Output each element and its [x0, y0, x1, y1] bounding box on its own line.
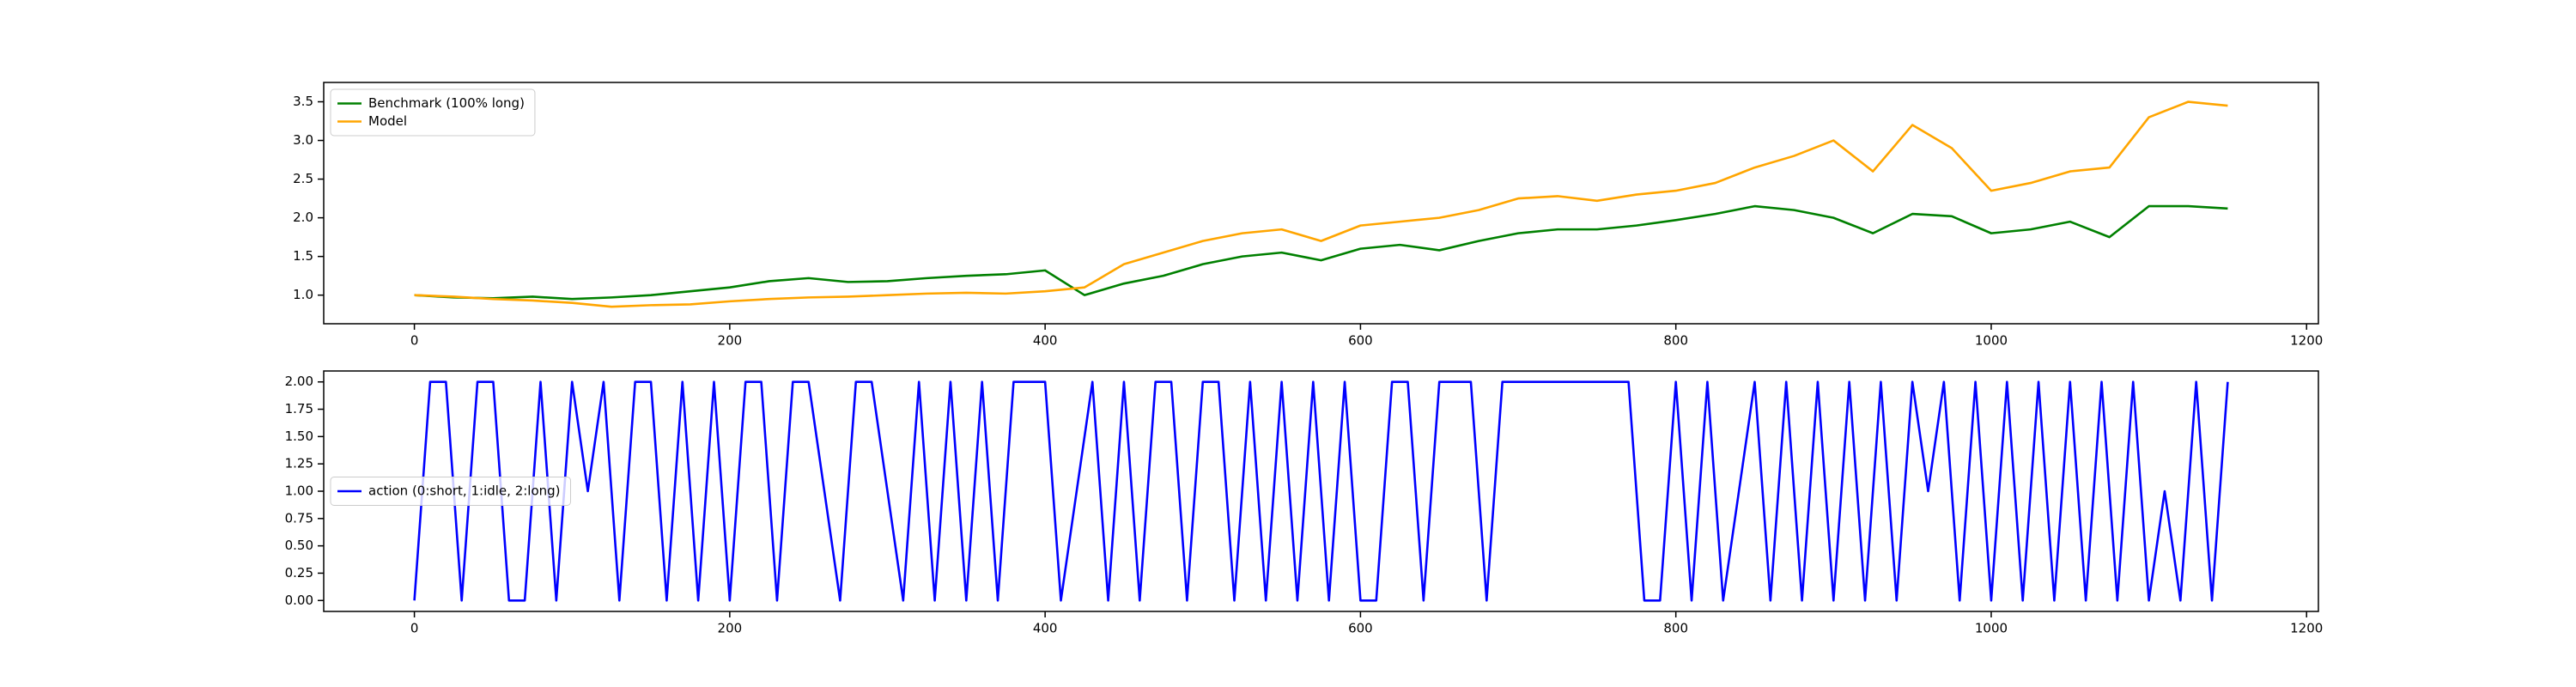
x-tick-label: 600	[1348, 333, 1373, 349]
y-tick-label: 2.0	[293, 210, 313, 225]
series-line	[414, 204, 2228, 301]
x-tick-label: 400	[1033, 333, 1058, 349]
y-tick-label: 0.50	[285, 538, 313, 553]
legend-box	[330, 88, 536, 137]
axes-frame	[323, 82, 2319, 325]
y-tick-label: 3.0	[293, 132, 313, 148]
x-tick-label: 1200	[2290, 621, 2323, 636]
y-tick-label: 1.25	[285, 456, 313, 471]
y-tick-label: 2.00	[285, 374, 313, 389]
legend-label: action (0:short, 1:idle, 2:long)	[368, 483, 561, 499]
y-tick-label: 0.75	[285, 510, 313, 526]
y-tick-label: 0.25	[285, 565, 313, 581]
y-tick-label: 1.00	[285, 483, 313, 499]
x-tick-label: 1000	[1975, 621, 2008, 636]
series-line	[414, 100, 2228, 308]
y-tick-label: 3.5	[293, 94, 313, 109]
legend-box	[330, 477, 572, 506]
legend-label: Benchmark (100% long)	[368, 95, 525, 111]
x-tick-label: 1000	[1975, 333, 2008, 349]
x-tick-label: 1200	[2290, 333, 2323, 349]
legend: action (0:short, 1:idle, 2:long)	[330, 477, 572, 506]
legend: Benchmark (100% long) Model	[330, 88, 536, 137]
x-tick-label: 0	[410, 333, 419, 349]
x-tick-label: 600	[1348, 621, 1373, 636]
x-tick-label: 0	[410, 621, 419, 636]
series-line	[413, 380, 2229, 602]
x-tick-label: 800	[1663, 621, 1688, 636]
y-tick-label: 1.50	[285, 429, 313, 444]
y-tick-label: 1.5	[293, 248, 313, 264]
x-tick-label: 200	[718, 333, 743, 349]
x-tick-label: 400	[1033, 621, 1058, 636]
y-tick-label: 0.00	[285, 593, 313, 608]
legend-label: Model	[368, 113, 407, 129]
axes-frame	[323, 370, 2319, 612]
y-tick-label: 1.75	[285, 401, 313, 416]
y-tick-label: 2.5	[293, 171, 313, 186]
y-tick-label: 1.0	[293, 287, 313, 302]
x-tick-label: 800	[1663, 333, 1688, 349]
x-tick-label: 200	[718, 621, 743, 636]
